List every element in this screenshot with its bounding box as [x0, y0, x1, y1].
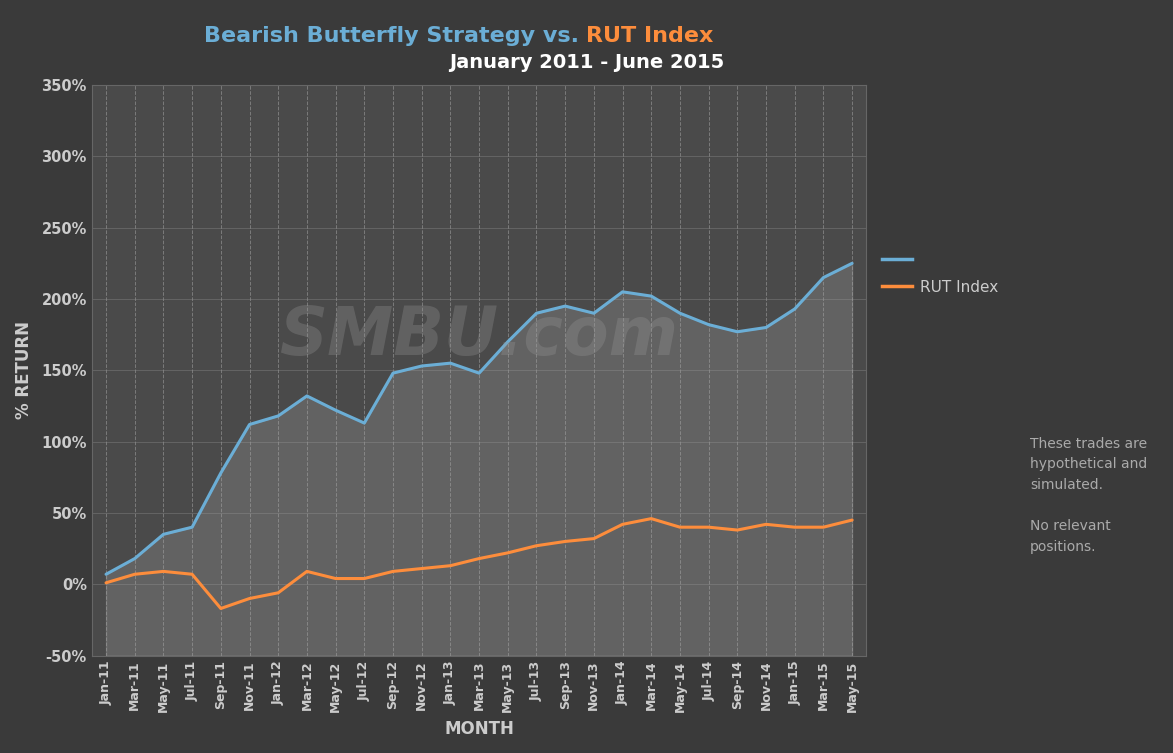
Text: SMBU.com: SMBU.com — [279, 303, 679, 369]
Text: RUT Index: RUT Index — [586, 26, 714, 47]
Legend: , RUT Index: , RUT Index — [882, 252, 998, 294]
Text: Bearish Butterfly Strategy vs.: Bearish Butterfly Strategy vs. — [204, 26, 586, 47]
X-axis label: MONTH: MONTH — [445, 720, 514, 738]
Text: January 2011 - June 2015: January 2011 - June 2015 — [449, 53, 724, 72]
Y-axis label: % RETURN: % RETURN — [15, 322, 33, 419]
Text: These trades are
hypothetical and
simulated.

No relevant
positions.: These trades are hypothetical and simula… — [1030, 437, 1147, 553]
